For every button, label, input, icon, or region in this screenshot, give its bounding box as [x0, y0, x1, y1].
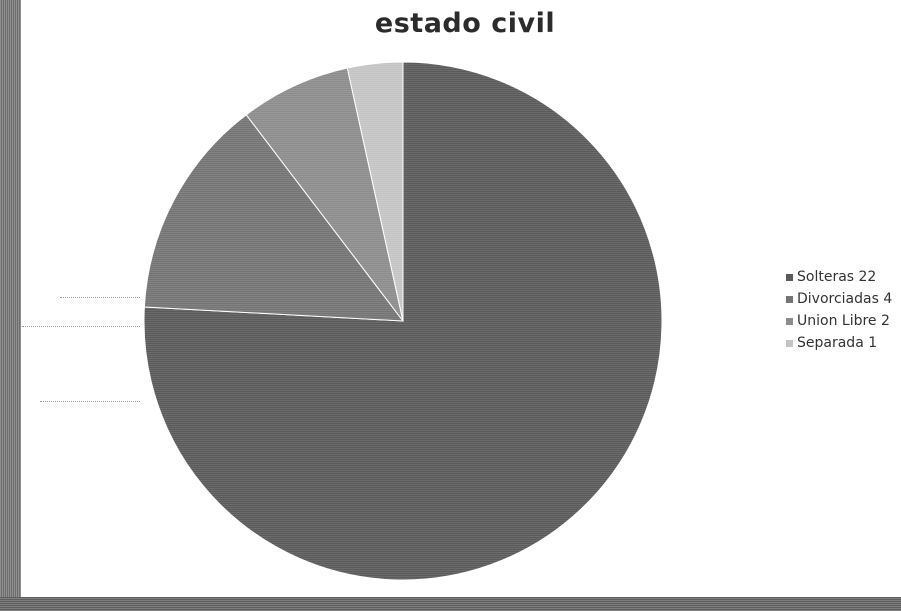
legend-label: Solteras 22: [797, 269, 877, 285]
legend-item: Separada 1: [786, 332, 901, 354]
legend-swatch: [786, 273, 793, 281]
chart-legend: Solteras 22 Divorciadas 4 Union Libre 2 Sep…: [786, 266, 901, 354]
legend-item: Union Libre 2: [786, 310, 901, 332]
scan-border-left: [0, 0, 21, 611]
legend-swatch: [786, 295, 793, 303]
scan-artifact: [22, 326, 140, 327]
legend-swatch: [786, 317, 793, 325]
legend-item: Solteras 22: [786, 266, 901, 288]
legend-swatch: [786, 339, 793, 347]
scan-artifact: [60, 297, 140, 298]
legend-label: Divorciadas 4: [797, 291, 893, 307]
scan-texture: [144, 62, 662, 580]
legend-label: Separada 1: [797, 335, 878, 351]
legend-label: Union Libre 2: [797, 313, 890, 329]
legend-item: Divorciadas 4: [786, 288, 901, 310]
scan-artifact: [40, 401, 140, 402]
chart-title: estado civil: [374, 8, 556, 39]
scan-border-bottom: [0, 597, 901, 611]
